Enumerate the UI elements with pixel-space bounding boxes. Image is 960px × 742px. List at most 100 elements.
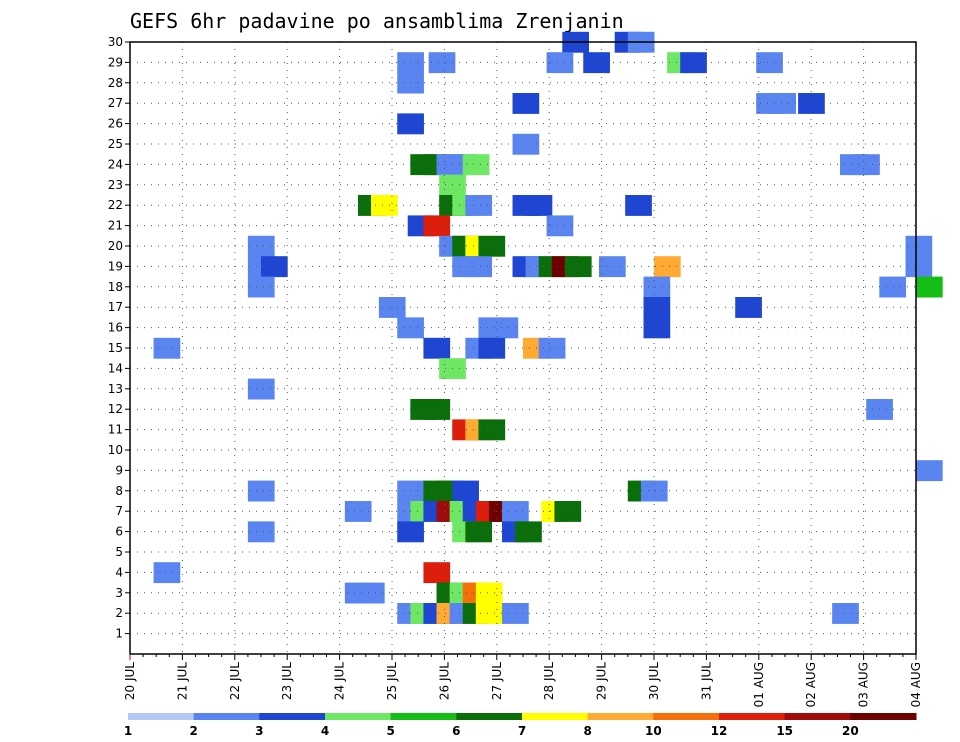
colorbar-label: 2 — [189, 724, 197, 738]
colorbar-swatch — [587, 713, 654, 720]
y-tick-label: 7 — [115, 504, 123, 518]
precip-cell — [554, 501, 582, 522]
colorbar-label: 6 — [452, 724, 460, 738]
chart-title: GEFS 6hr padavine po ansamblima Zrenjani… — [130, 9, 624, 33]
x-tick-label: 25 JUL — [385, 662, 399, 700]
y-tick-label: 6 — [115, 525, 123, 539]
colorbar-swatch — [128, 713, 195, 720]
precip-cell — [371, 195, 398, 216]
x-tick-label: 23 JUL — [280, 662, 294, 700]
y-tick-label: 4 — [115, 565, 123, 579]
colorbar-label: 12 — [711, 724, 728, 738]
x-tick-label: 22 JUL — [228, 662, 242, 700]
y-tick-label: 16 — [108, 321, 123, 335]
y-axis-ticks: 1234567891011121314151617181920212223242… — [108, 35, 130, 641]
colorbar-swatch — [784, 713, 851, 720]
y-tick-label: 20 — [108, 239, 123, 253]
precip-cell — [423, 399, 451, 420]
precip-cell — [423, 562, 451, 584]
colorbar-label: 8 — [583, 724, 591, 738]
precip-cell — [153, 562, 181, 584]
y-tick-label: 1 — [115, 627, 123, 641]
y-tick-label: 12 — [108, 402, 123, 416]
y-tick-label: 28 — [108, 76, 123, 90]
x-tick-label: 21 JUL — [175, 662, 189, 700]
precip-cell — [512, 133, 540, 155]
colorbar-label: 5 — [386, 724, 394, 738]
grid-lines — [130, 41, 917, 654]
colorbar-label: 10 — [645, 724, 662, 738]
x-tick-label: 20 JUL — [123, 662, 137, 700]
colorbar-label: 15 — [776, 724, 793, 738]
precip-cell — [643, 276, 671, 298]
precip-cell — [153, 337, 181, 359]
x-tick-label: 31 JUL — [699, 662, 713, 700]
precip-cell — [465, 256, 493, 278]
y-tick-label: 15 — [108, 341, 123, 355]
precip-cell — [583, 52, 610, 74]
precip-cell — [478, 419, 506, 441]
x-tick-label: 26 JUL — [437, 662, 451, 700]
y-tick-label: 18 — [108, 280, 123, 294]
precip-cell — [916, 276, 943, 298]
colorbar: 1 2 3 4 5 6 7 8 10 12 15 20 — [124, 713, 917, 738]
precip-cell — [423, 337, 451, 359]
colorbar-swatch — [390, 713, 457, 720]
colorbar-swatch — [456, 713, 523, 720]
precip-cell — [598, 256, 626, 278]
colorbar-swatch — [193, 713, 260, 720]
precip-cell — [357, 582, 385, 604]
precip-cell — [452, 480, 479, 502]
y-tick-label: 30 — [108, 35, 123, 49]
colorbar-swatch — [850, 713, 917, 720]
precip-cell — [879, 276, 907, 298]
y-tick-label: 25 — [108, 137, 123, 151]
x-tick-label: 24 JUL — [333, 662, 347, 700]
precip-cell — [643, 297, 671, 318]
colorbar-swatch — [653, 713, 720, 720]
precip-cell — [247, 521, 275, 543]
precip-cell — [756, 52, 783, 74]
precip-cell — [643, 317, 671, 339]
x-tick-label: 29 JUL — [595, 662, 609, 700]
y-tick-label: 26 — [108, 117, 123, 131]
y-tick-label: 22 — [108, 198, 123, 212]
x-tick-label: 04 AUG — [909, 662, 923, 707]
y-tick-label: 27 — [108, 96, 123, 110]
precip-cell — [538, 337, 566, 359]
precip-cell — [475, 582, 503, 604]
precip-cell — [640, 480, 668, 502]
precip-cell — [769, 93, 796, 114]
x-axis-ticks: 20 JUL 21 JUL 22 JUL 23 JUL 24 JUL 25 JUL 26 J… — [123, 654, 923, 707]
y-tick-label: 23 — [108, 178, 123, 192]
precip-cell — [525, 195, 553, 216]
precip-cell — [247, 378, 275, 400]
precip-cells — [153, 31, 943, 624]
precip-cell — [478, 337, 506, 359]
precip-cell — [905, 235, 933, 257]
precip-cell — [625, 195, 652, 216]
colorbar-label: 3 — [255, 724, 263, 738]
precip-cell — [344, 501, 372, 522]
precip-cell — [423, 215, 451, 237]
precip-cell — [462, 154, 490, 176]
x-tick-label: 01 AUG — [752, 662, 766, 707]
precip-cell — [247, 480, 275, 502]
colorbar-swatch — [719, 713, 786, 720]
precip-cell — [832, 603, 859, 624]
y-tick-label: 14 — [108, 361, 123, 375]
precip-cell — [798, 93, 825, 114]
precip-cell — [905, 256, 933, 278]
y-tick-label: 2 — [115, 606, 123, 620]
precip-cell — [428, 52, 456, 74]
precip-cell — [512, 93, 540, 114]
precip-cell — [735, 297, 762, 318]
y-tick-label: 29 — [108, 55, 123, 69]
y-tick-label: 11 — [108, 423, 123, 437]
colorbar-label: 20 — [842, 724, 859, 738]
precip-cell — [546, 52, 574, 74]
precip-cell — [515, 521, 542, 543]
x-tick-label: 27 JUL — [490, 662, 504, 700]
x-tick-label: 30 JUL — [647, 662, 661, 700]
